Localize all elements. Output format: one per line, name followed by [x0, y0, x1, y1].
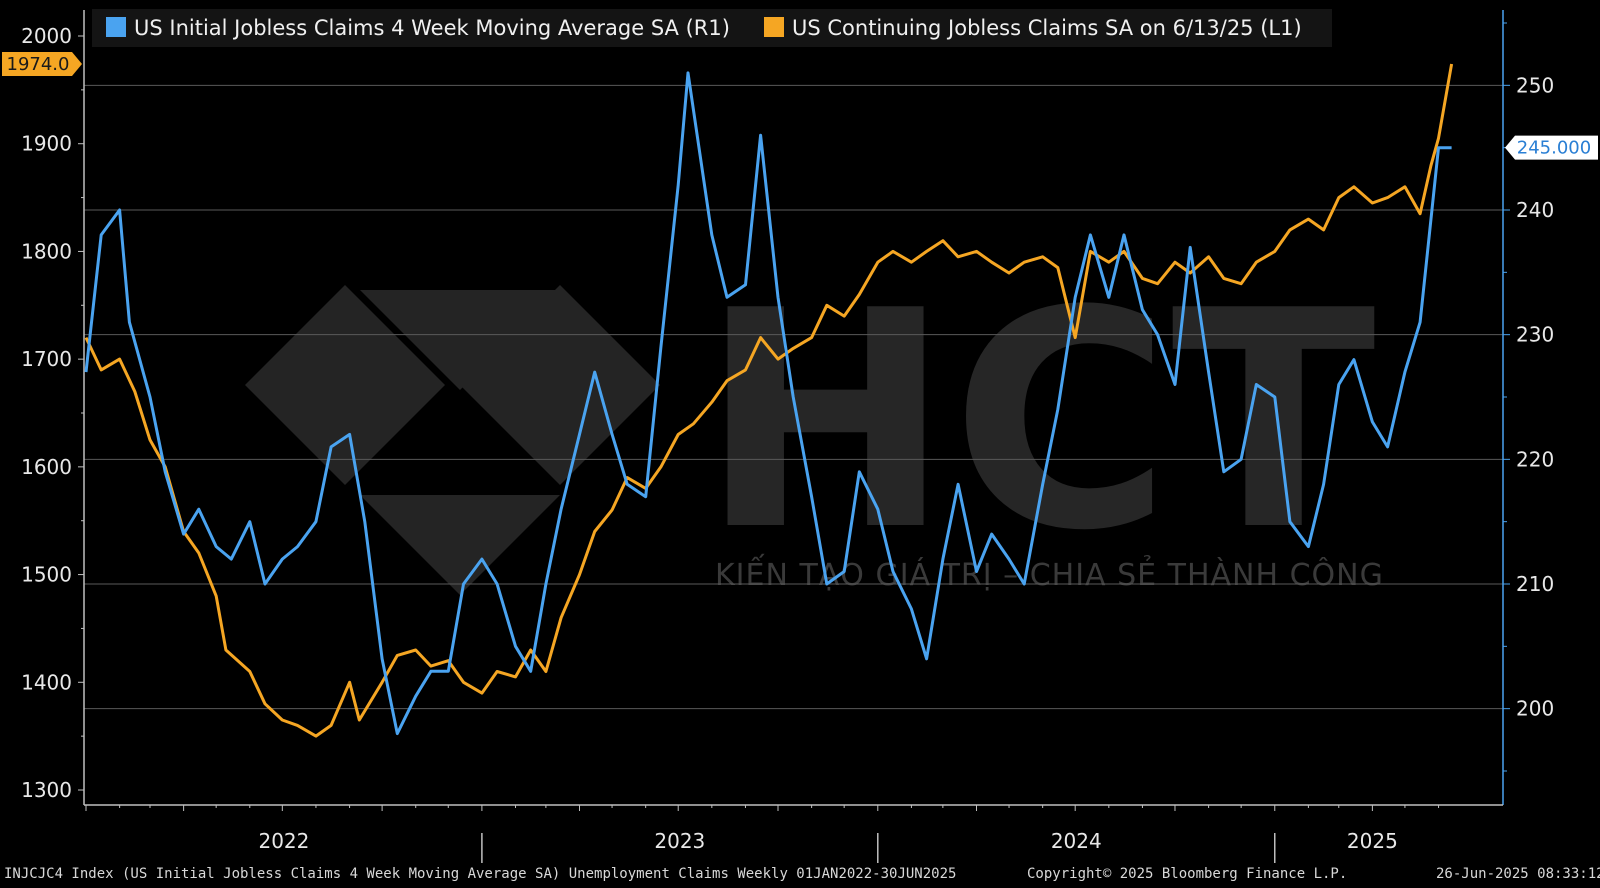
- watermark-logo-text: HCT: [700, 247, 1377, 596]
- value-tags: 1974.0 245.000: [2, 52, 1598, 160]
- axes: 1300 1400 1500 1600 1700 1800 1900 2000 200 210 22…: [21, 10, 1554, 863]
- right-tick-label: 250: [1516, 73, 1554, 97]
- series-line-initial-claims: [84, 71, 1452, 736]
- left-tick-label: 1500: [21, 563, 72, 587]
- right-tick-label: 200: [1516, 697, 1554, 721]
- left-tick-label: 1600: [21, 455, 72, 479]
- x-year-label: 2023: [654, 829, 705, 853]
- legend-label-initial-claims: US Initial Jobless Claims 4 Week Moving …: [134, 16, 730, 40]
- left-tick-label: 1800: [21, 239, 72, 263]
- left-tick-label: 1900: [21, 132, 72, 156]
- left-last-value-label: 1974.0: [7, 54, 70, 75]
- right-last-value-tag: [1505, 135, 1598, 160]
- watermark: HCT KIẾN TẠO GIÁ TRỊ – CHIA SẺ THÀNH CÔN…: [245, 247, 1384, 596]
- left-tick-label: 2000: [21, 24, 72, 48]
- x-year-label: 2024: [1051, 829, 1102, 853]
- right-tick-label: 230: [1516, 323, 1554, 347]
- right-last-value-label: 245.000: [1517, 138, 1591, 159]
- footer-timestamp: 26-Jun-2025 08:33:12: [1436, 866, 1600, 882]
- grid-lines: [84, 84, 1503, 710]
- left-tick-label: 1300: [21, 778, 72, 802]
- right-tick-label: 210: [1516, 572, 1554, 596]
- series-line-continuing-claims: [84, 63, 1454, 738]
- footer-copyright: Copyright© 2025 Bloomberg Finance L.P.: [1027, 866, 1348, 882]
- legend-swatch-initial-claims: [106, 17, 126, 37]
- left-last-value-tag: [2, 52, 82, 77]
- left-tick-label: 1400: [21, 670, 72, 694]
- right-tick-label: 220: [1516, 447, 1554, 471]
- legend-background: [92, 9, 1332, 47]
- x-year-label: 2025: [1347, 829, 1398, 853]
- legend: US Initial Jobless Claims 4 Week Moving …: [92, 9, 1332, 47]
- watermark-tagline: KIẾN TẠO GIÁ TRỊ – CHIA SẺ THÀNH CÔNG: [715, 554, 1384, 593]
- legend-swatch-continuing-claims: [764, 17, 784, 37]
- x-year-label: 2022: [258, 829, 309, 853]
- right-tick-label: 240: [1516, 198, 1554, 222]
- watermark-diamond-logo: [245, 285, 660, 595]
- legend-label-continuing-claims: US Continuing Jobless Claims SA on 6/13/…: [792, 16, 1302, 40]
- series-layer: [84, 63, 1454, 738]
- left-tick-label: 1700: [21, 347, 72, 371]
- footer-source: INJCJC4 Index (US Initial Jobless Claims…: [4, 866, 957, 882]
